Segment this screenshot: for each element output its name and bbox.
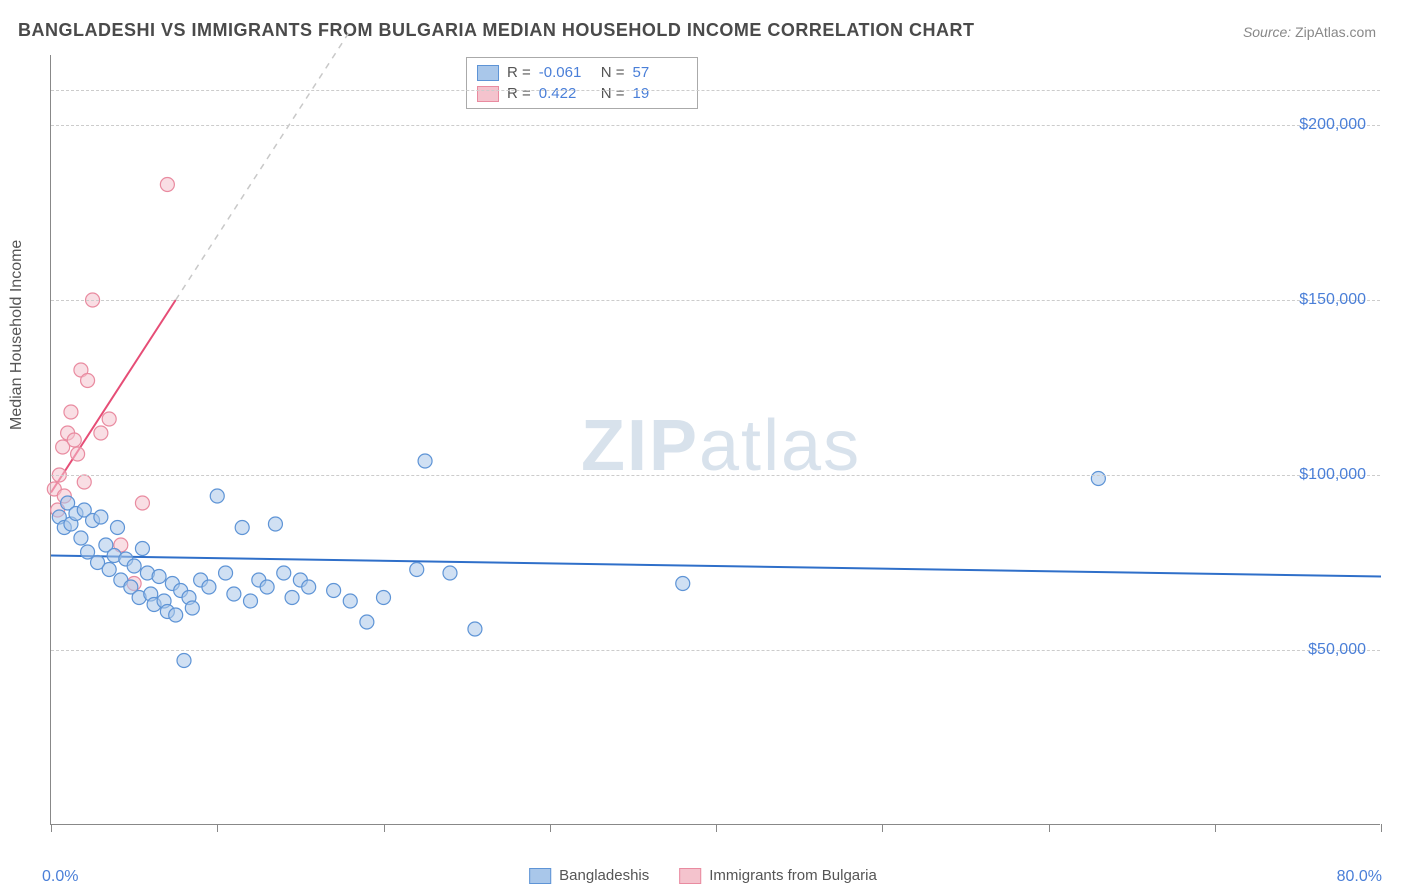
plot-area: ZIPatlas R = -0.061 N = 57 R = 0.422 N =… [50,55,1380,825]
y-tick-label: $50,000 [1308,641,1366,659]
r-label: R = [507,64,531,81]
correlation-chart: BANGLADESHI VS IMMIGRANTS FROM BULGARIA … [0,0,1406,892]
legend-swatch-bulgaria [477,86,499,102]
y-tick-label: $100,000 [1299,466,1366,484]
correlation-legend: R = -0.061 N = 57 R = 0.422 N = 19 [466,57,698,109]
n-value-bangladeshis: 57 [633,64,687,81]
plot-svg [51,55,1380,824]
r-value-bulgaria: 0.422 [539,85,593,102]
legend-item-bangladeshis: Bangladeshis [529,867,649,884]
legend-row: R = -0.061 N = 57 [477,62,687,83]
legend-item-bulgaria: Immigrants from Bulgaria [679,867,877,884]
y-tick-label: $200,000 [1299,116,1366,134]
n-value-bulgaria: 19 [633,85,687,102]
y-axis-label: Median Household Income [8,240,26,430]
legend-swatch-bangladeshis [477,65,499,81]
n-label: N = [601,64,625,81]
r-value-bangladeshis: -0.061 [539,64,593,81]
series-legend: Bangladeshis Immigrants from Bulgaria [529,867,877,884]
source-label: Source: [1243,24,1291,40]
x-max-label: 80.0% [1337,868,1382,886]
x-min-label: 0.0% [42,868,78,886]
chart-title: BANGLADESHI VS IMMIGRANTS FROM BULGARIA … [18,20,974,41]
legend-swatch-bangladeshis [529,868,551,884]
source-value: ZipAtlas.com [1295,24,1376,40]
legend-row: R = 0.422 N = 19 [477,83,687,104]
y-tick-label: $150,000 [1299,291,1366,309]
legend-label-bangladeshis: Bangladeshis [559,867,649,884]
n-label: N = [601,85,625,102]
legend-swatch-bulgaria [679,868,701,884]
source-attribution: Source: ZipAtlas.com [1243,24,1376,40]
legend-label-bulgaria: Immigrants from Bulgaria [709,867,877,884]
r-label: R = [507,85,531,102]
